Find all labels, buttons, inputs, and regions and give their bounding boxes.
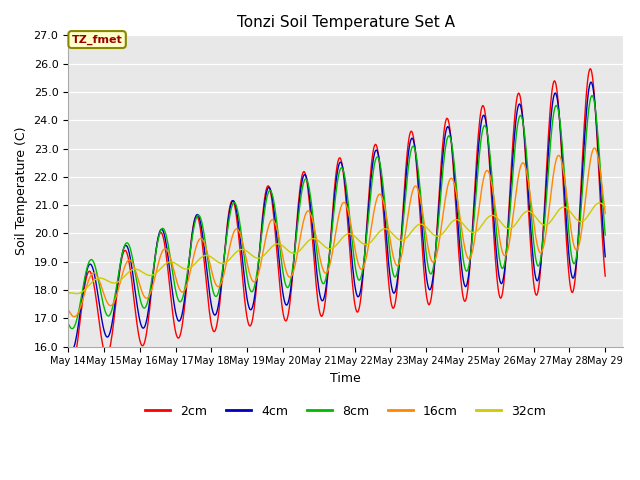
Legend: 2cm, 4cm, 8cm, 16cm, 32cm: 2cm, 4cm, 8cm, 16cm, 32cm [140,400,551,423]
X-axis label: Time: Time [330,372,361,385]
Title: Tonzi Soil Temperature Set A: Tonzi Soil Temperature Set A [237,15,454,30]
Text: TZ_fmet: TZ_fmet [72,35,122,45]
Y-axis label: Soil Temperature (C): Soil Temperature (C) [15,127,28,255]
